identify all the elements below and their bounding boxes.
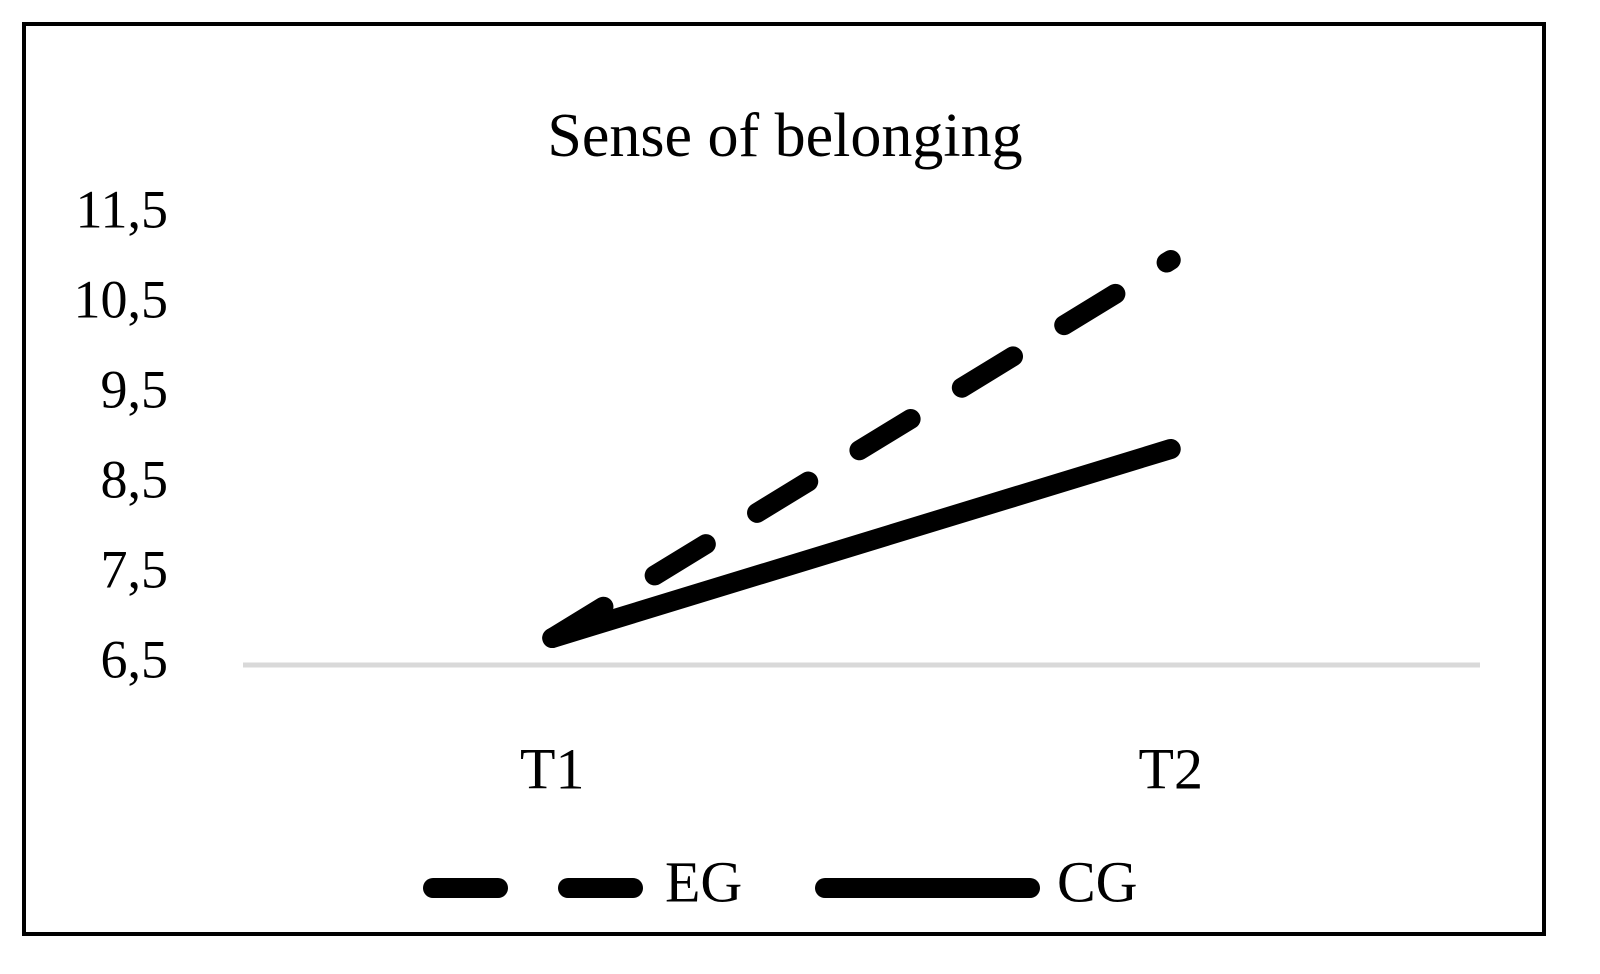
y-tick-label: 6,5 [101, 629, 169, 689]
y-tick-label: 10,5 [74, 269, 169, 329]
y-tick-label: 8,5 [101, 449, 169, 509]
y-tick-label: 9,5 [101, 359, 169, 419]
x-tick-label: T2 [1139, 736, 1203, 801]
chart-title: Sense of belonging [547, 102, 1022, 170]
y-tick-label: 11,5 [76, 179, 169, 239]
legend-label: EG [665, 849, 742, 914]
data-line [542, 250, 1181, 648]
y-tick-label: 7,5 [101, 539, 169, 599]
data-line [542, 439, 1181, 648]
legend-label: CG [1057, 849, 1138, 914]
chart-frame [22, 22, 1546, 936]
x-tick-label: T1 [520, 736, 584, 801]
